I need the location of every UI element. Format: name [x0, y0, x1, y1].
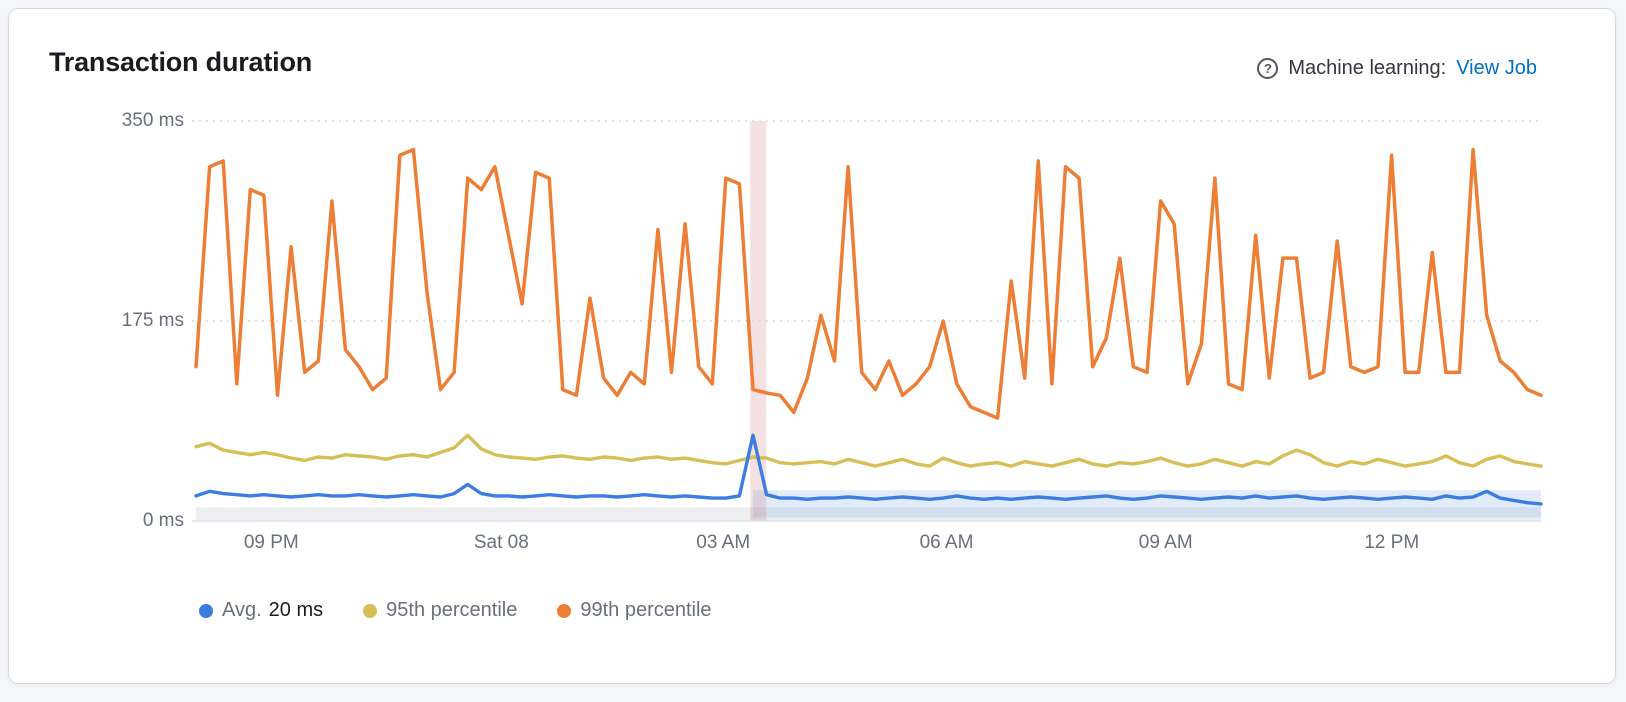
legend-item-95th-percentile[interactable]: 95th percentile [363, 599, 517, 622]
x-axis-tick-label: 12 PM [1364, 532, 1420, 553]
x-axis-tick-label: 09 AM [1138, 532, 1193, 553]
view-job-link[interactable]: View Job [1456, 57, 1537, 79]
machine-learning-label: Machine learning: [1288, 57, 1447, 79]
legend-dot-99th-icon [557, 603, 572, 618]
series-line-avg- [194, 433, 1543, 506]
legend-label-95th: 95th percentile [386, 599, 518, 621]
page-title: Transaction duration [49, 47, 313, 77]
transaction-duration-panel: Transaction duration ? Machine learning:… [8, 8, 1616, 684]
anomaly-annotation-band[interactable] [750, 121, 767, 521]
transaction-duration-chart[interactable] [9, 9, 1617, 685]
machine-learning-row: ? Machine learning: View Job [1257, 57, 1537, 80]
x-axis-tick-label: 06 AM [919, 532, 974, 553]
legend-dot-95th-icon [363, 603, 378, 618]
help-question-icon[interactable]: ? [1257, 58, 1279, 79]
legend-label-avg: Avg. [222, 599, 262, 621]
y-axis-tick-label: 350 ms [121, 110, 184, 131]
series-line-95th-percentile [194, 433, 1543, 468]
legend-item-99th-percentile[interactable]: 99th percentile [557, 599, 712, 622]
y-axis-tick-label: 175 ms [121, 310, 184, 331]
x-axis-tick-label: 03 AM [696, 532, 751, 553]
legend-dot-avg-icon [199, 603, 213, 618]
ml-expected-bounds [752, 490, 1541, 518]
chart-legend: Avg. 20 ms 95th percentile 99th percenti… [199, 599, 712, 622]
model-lower-bound [196, 507, 1541, 521]
y-axis-tick-label: 0 ms [142, 510, 184, 531]
legend-label-99th: 99th percentile [580, 599, 712, 621]
legend-value-avg: 20 ms [268, 599, 324, 621]
x-axis-tick-label: Sat 08 [473, 532, 529, 553]
legend-item-avg[interactable]: Avg. 20 ms [199, 599, 323, 622]
series-line-99th-percentile [194, 147, 1543, 420]
x-axis-tick-label: 09 PM [243, 532, 299, 553]
